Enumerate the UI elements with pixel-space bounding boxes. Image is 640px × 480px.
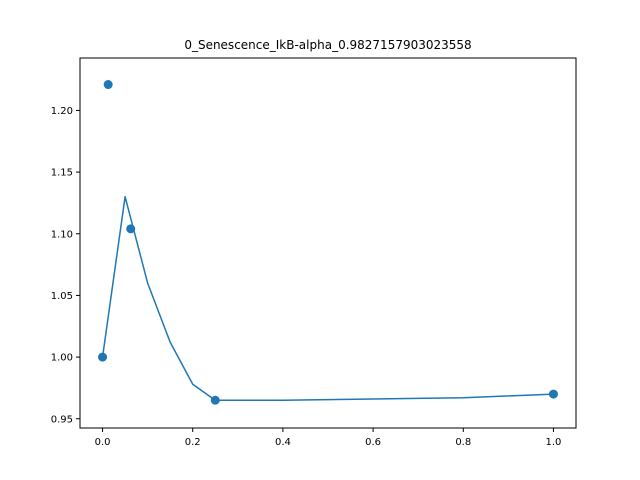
- x-tick-label: 0.4: [275, 437, 291, 448]
- x-tick-label: 0.2: [185, 437, 201, 448]
- x-tick-label: 0.0: [95, 437, 111, 448]
- series-line: [101, 196, 554, 401]
- x-tick-label: 0.8: [455, 437, 471, 448]
- axes: 0.0 0.2 0.4 0.6 0.8 1.0 0.95 1.00 1.05 1.10 1.15 1.…: [51, 57, 577, 448]
- y-tick-label: 1.00: [51, 353, 73, 364]
- y-tick-label: 1.20: [51, 106, 73, 117]
- y-tick-label: 1.10: [51, 229, 73, 240]
- x-tick-label: 1.0: [546, 437, 562, 448]
- x-tick-label: 0.6: [365, 437, 381, 448]
- y-tick-label: 0.95: [51, 414, 73, 425]
- chart-title: 0_Senescence_IkB-alpha_0.982715790302355…: [184, 38, 471, 52]
- y-tick-label: 1.05: [51, 291, 73, 302]
- plot-area: [98, 80, 558, 405]
- y-tick-label: 1.15: [51, 168, 73, 179]
- axes-frame: [79, 57, 577, 429]
- data-point-1: [103, 80, 113, 90]
